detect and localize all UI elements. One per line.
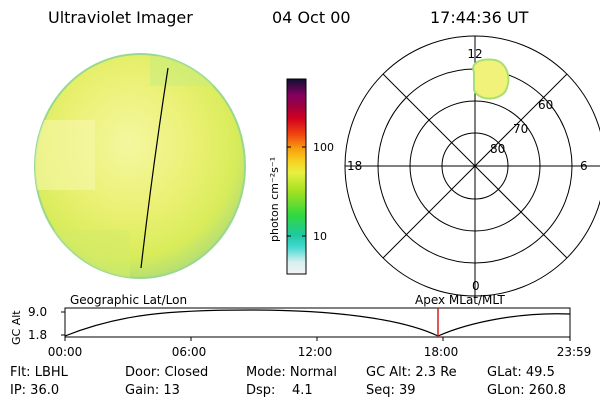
lat-label-70: 70 [513,122,528,136]
dsp-status: Dsp: 4.1 [246,383,313,398]
colorbar-label: photon cm⁻²s⁻¹ [268,157,281,242]
geographic-latlon-label: Geographic Lat/Lon [70,293,187,307]
terminator-line [140,67,169,269]
mlt-label-0: 0 [472,279,480,293]
door-status: Door: Closed [125,365,209,380]
time-tick-1800: 18:00 [424,345,459,359]
date-label: 04 Oct 00 [272,8,351,27]
earth-disk-image [34,53,246,279]
gc-alt-status: GC Alt: 2.3 Re [366,365,457,380]
lat-label-60: 60 [538,98,553,112]
glon-status: GLon: 260.8 [487,383,567,398]
glat-status: GLat: 49.5 [487,365,555,380]
color-bar [286,78,307,275]
mlt-label-12: 12 [467,47,482,61]
gain-status: Gain: 13 [125,383,180,398]
aurora-oval [472,58,510,100]
ip-status: IP: 36.0 [10,383,60,398]
alt-tick-1-8: 1.8 [28,328,47,342]
time-tick-0000: 00:00 [48,345,83,359]
alt-tick-9: 9.0 [28,305,47,319]
colorbar-tick-100: 100 [313,141,334,154]
instrument-title: Ultraviolet Imager [48,8,193,27]
time-tick-1200: 12:00 [298,345,333,359]
filter-status: Flt: LBHL [10,365,68,380]
mlt-label-18: 18 [347,159,362,173]
mode-status: Mode: Normal [246,365,337,380]
altitude-curve [64,309,571,337]
gc-alt-axis-title: GC Alt [10,310,23,345]
polar-plot [344,35,600,297]
time-tick-2359: 23:59 [557,345,592,359]
colorbar-tick-10: 10 [313,230,327,243]
time-tick-0600: 06:00 [172,345,207,359]
lat-label-80: 80 [490,142,505,156]
time-label: 17:44:36 UT [430,8,529,27]
mlt-label-6: 6 [580,159,588,173]
apex-mlat-label: Apex MLat/MLT [415,293,505,307]
seq-status: Seq: 39 [366,383,416,398]
